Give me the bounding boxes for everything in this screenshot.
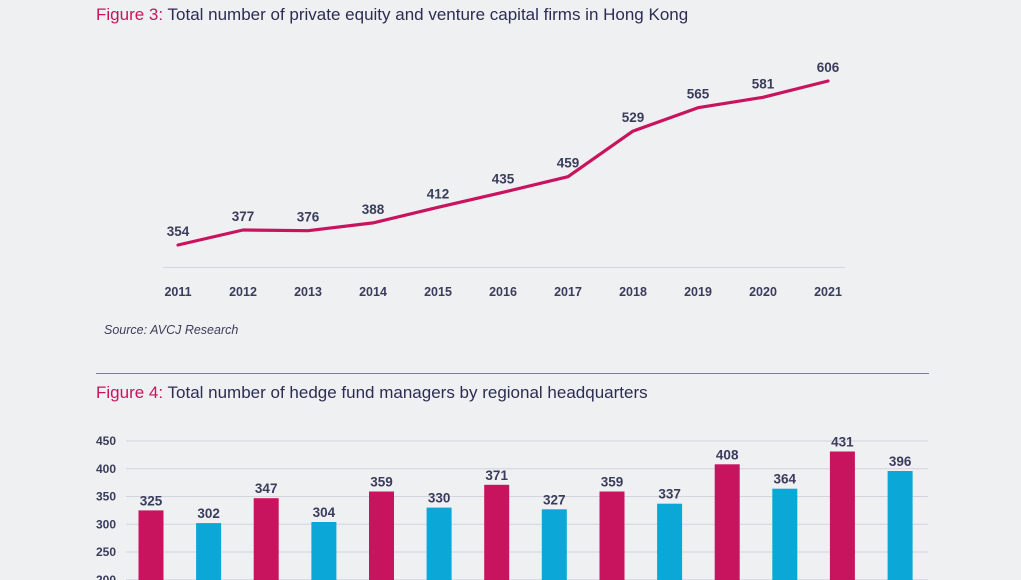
data-label: 364 <box>774 472 797 487</box>
data-label: 359 <box>370 475 393 490</box>
figure-3-line-chart: 354 377 376 388 412 435 459 529 565 581 606 2011 201… <box>163 60 845 299</box>
data-label: 327 <box>543 492 566 507</box>
bar <box>369 491 394 580</box>
bar <box>426 507 452 580</box>
bar <box>541 509 567 580</box>
y-tick-label: 200 <box>96 573 116 580</box>
series-line <box>176 79 830 247</box>
x-tick-label: 2019 <box>684 285 712 299</box>
data-label: 435 <box>492 171 515 186</box>
data-label: 304 <box>313 505 336 520</box>
y-tick-label: 250 <box>96 545 116 559</box>
data-label: 354 <box>167 224 190 239</box>
bar <box>311 522 337 580</box>
data-label: 396 <box>889 454 912 469</box>
y-tick-label: 300 <box>96 517 116 531</box>
bar <box>196 523 222 580</box>
data-label: 606 <box>817 60 840 75</box>
y-tick-label: 350 <box>96 490 116 504</box>
data-label: 529 <box>622 110 645 125</box>
data-label: 408 <box>716 447 739 462</box>
figure-4-title-text: Total number of hedge fund managers by r… <box>167 383 648 402</box>
data-label: 337 <box>658 487 681 502</box>
data-label: 376 <box>297 210 320 225</box>
bar <box>253 498 279 580</box>
data-label: 431 <box>831 435 854 450</box>
figure-3-title: Figure 3: Total number of private equity… <box>96 5 688 25</box>
bar <box>887 471 913 580</box>
figure-4-title: Figure 4: Total number of hedge fund man… <box>96 383 648 403</box>
x-tick-label: 2018 <box>619 285 647 299</box>
bar <box>657 503 683 580</box>
figure-3-source: Source: AVCJ Research <box>104 323 239 337</box>
x-tick-label: 2013 <box>294 285 322 299</box>
figure-4-label: Figure 4: <box>96 383 164 402</box>
y-tick-label: 400 <box>96 462 116 476</box>
figure-3-title-text: Total number of private equity and ventu… <box>167 5 689 24</box>
data-label: 412 <box>427 186 450 201</box>
x-tick-label: 2021 <box>814 285 842 299</box>
data-label: 459 <box>557 156 580 171</box>
x-tick-label: 2012 <box>229 285 257 299</box>
data-label: 359 <box>601 475 624 490</box>
data-label: 565 <box>687 87 710 102</box>
bar <box>599 491 625 580</box>
data-label: 302 <box>197 506 220 521</box>
data-label: 581 <box>752 76 775 91</box>
y-tick-label: 450 <box>96 434 116 448</box>
data-label: 347 <box>255 481 278 496</box>
bar <box>829 451 855 580</box>
bar <box>138 510 164 580</box>
figure-divider <box>96 373 929 374</box>
x-tick-label: 2014 <box>359 285 387 299</box>
data-label: 330 <box>428 491 451 506</box>
x-tick-label: 2017 <box>554 285 582 299</box>
data-label: 325 <box>140 493 163 508</box>
bar <box>772 488 798 580</box>
data-label: 388 <box>362 202 385 217</box>
data-label: 371 <box>485 468 508 483</box>
x-tick-label: 2011 <box>164 285 191 299</box>
bar <box>714 464 740 580</box>
x-tick-label: 2015 <box>424 285 452 299</box>
x-tick-label: 2020 <box>749 285 777 299</box>
x-tick-label: 2016 <box>489 285 517 299</box>
data-label: 377 <box>232 209 255 224</box>
bar <box>484 484 510 580</box>
figure-3-label: Figure 3: <box>96 5 164 24</box>
